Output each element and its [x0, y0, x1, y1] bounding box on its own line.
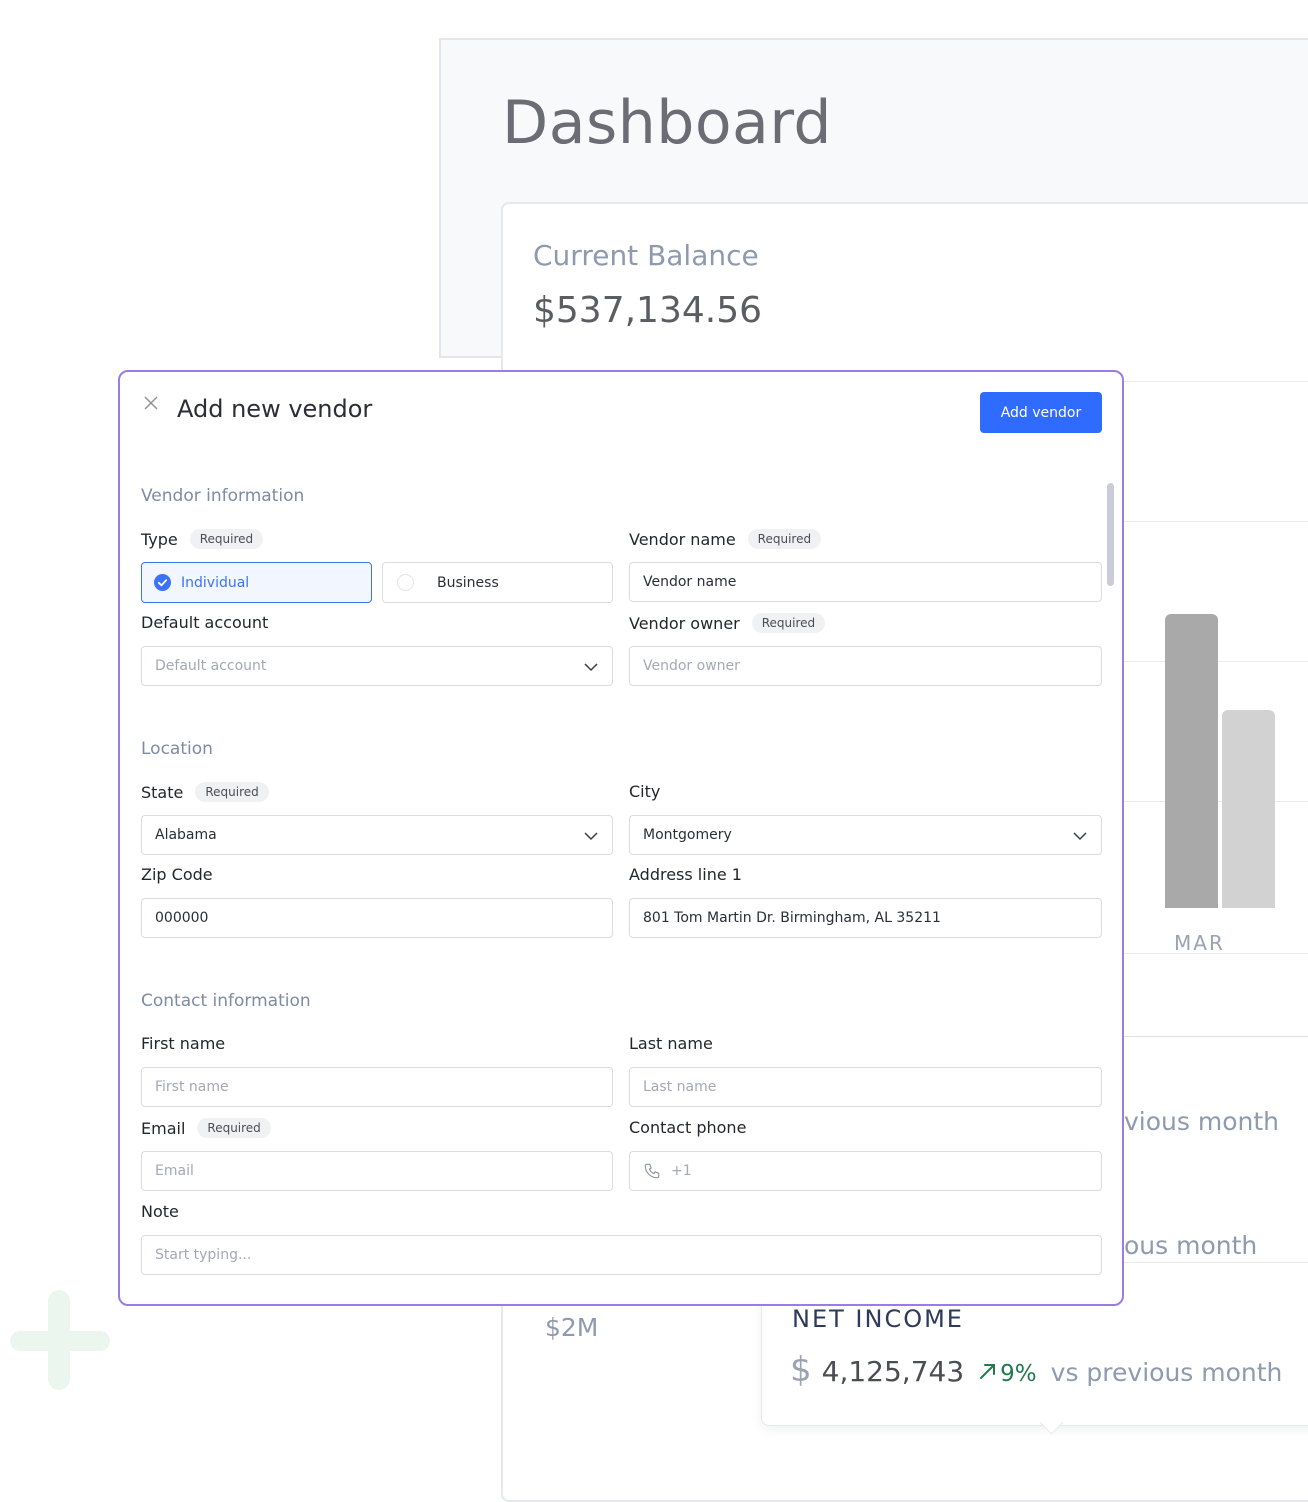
chevron-down-icon [1073, 832, 1087, 841]
city-label: City [629, 782, 660, 801]
vendor-owner-label: Vendor owner Required [629, 613, 826, 633]
last-name-label: Last name [629, 1034, 713, 1053]
vendor-owner-input[interactable]: Vendor owner [629, 646, 1102, 686]
note-placeholder: Start typing... [155, 1247, 252, 1263]
net-income-label: NET INCOME [792, 1305, 964, 1333]
page-title: Dashboard [502, 88, 833, 158]
zip-code-value: 000000 [155, 910, 209, 926]
chart-y-tick: $2M [545, 1313, 599, 1342]
contact-phone-label-text: Contact phone [629, 1118, 747, 1137]
section-title-location: Location [141, 739, 213, 759]
vendor-owner-placeholder: Vendor owner [643, 658, 740, 674]
state-value: Alabama [155, 827, 217, 843]
close-icon[interactable] [144, 396, 158, 410]
zip-code-label: Zip Code [141, 865, 213, 884]
required-badge: Required [189, 529, 264, 549]
phone-icon [644, 1163, 660, 1179]
default-account-label-text: Default account [141, 613, 269, 632]
address-line-1-label-text: Address line 1 [629, 865, 742, 884]
current-balance-value: $537,134.56 [533, 290, 763, 331]
email-placeholder: Email [155, 1163, 194, 1179]
chevron-down-icon [584, 832, 598, 841]
vendor-name-value: Vendor name [643, 574, 737, 590]
city-value: Montgomery [643, 827, 732, 843]
first-name-input[interactable]: First name [141, 1067, 613, 1107]
type-option-label: Individual [181, 574, 250, 591]
type-option-business[interactable]: Business [382, 562, 613, 603]
default-account-placeholder: Default account [155, 658, 267, 674]
modal-title: Add new vendor [177, 395, 373, 423]
default-account-select[interactable]: Default account [141, 646, 613, 686]
vendor-name-input[interactable]: Vendor name [629, 562, 1102, 602]
vendor-name-label: Vendor name Required [629, 529, 822, 549]
email-label-text: Email [141, 1118, 186, 1138]
card-divider [1124, 1036, 1308, 1037]
required-badge: Required [197, 1118, 271, 1138]
chart-bar [1165, 614, 1218, 908]
first-name-placeholder: First name [155, 1079, 229, 1095]
chart-gridline [1124, 521, 1308, 522]
first-name-label-text: First name [141, 1034, 226, 1053]
type-option-label: Business [437, 574, 499, 591]
currency-symbol: $ [790, 1350, 812, 1390]
contact-phone-placeholder: +1 [671, 1163, 692, 1179]
address-line-1-value: 801 Tom Martin Dr. Birmingham, AL 35211 [643, 910, 941, 926]
type-label: Type Required [141, 529, 264, 549]
chart-bar [1222, 710, 1275, 908]
add-vendor-button[interactable]: Add vendor [980, 392, 1102, 433]
last-name-input[interactable]: Last name [629, 1067, 1102, 1107]
comparison-text: ous month [1124, 1231, 1258, 1260]
required-badge: Required [195, 782, 269, 802]
chevron-down-icon [584, 663, 598, 672]
address-line-1-label: Address line 1 [629, 865, 742, 884]
vendor-owner-label-text: Vendor owner [629, 613, 740, 633]
note-textarea[interactable]: Start typing... [141, 1235, 1102, 1275]
state-label-text: State [141, 782, 184, 802]
note-label: Note [141, 1202, 179, 1221]
contact-phone-input[interactable]: +1 [629, 1151, 1102, 1191]
section-title-contact-information: Contact information [141, 991, 311, 1011]
section-title-vendor-information: Vendor information [141, 486, 305, 506]
card-divider [1124, 381, 1308, 382]
radio-icon [397, 574, 414, 591]
net-income-comparison: vs previous month [1050, 1358, 1283, 1387]
state-label: State Required [141, 782, 269, 802]
last-name-label-text: Last name [629, 1034, 713, 1053]
email-field[interactable]: Email [141, 1151, 613, 1191]
required-badge: Required [751, 613, 826, 633]
city-label-text: City [629, 782, 661, 801]
contact-phone-label: Contact phone [629, 1118, 746, 1137]
zip-code-label-text: Zip Code [141, 865, 213, 884]
required-badge: Required [747, 529, 822, 549]
arrow-up-right-icon [980, 1364, 996, 1379]
chart-gridline [1124, 953, 1308, 954]
city-select[interactable]: Montgomery [629, 815, 1102, 855]
vendor-name-label-text: Vendor name [629, 529, 736, 549]
note-label-text: Note [141, 1202, 179, 1221]
state-select[interactable]: Alabama [141, 815, 613, 855]
default-account-label: Default account [141, 613, 268, 632]
net-income-row: $ 4,125,743 9% vs previous month [790, 1350, 1282, 1390]
plus-decoration-icon [10, 1290, 110, 1390]
modal-scrollbar[interactable] [1107, 483, 1114, 586]
address-line-1-input[interactable]: 801 Tom Martin Dr. Birmingham, AL 35211 [629, 898, 1102, 938]
first-name-label: First name [141, 1034, 225, 1053]
check-circle-icon [154, 574, 171, 591]
type-label-text: Type [141, 529, 178, 549]
type-option-individual[interactable]: Individual [141, 562, 372, 603]
zip-code-input[interactable]: 000000 [141, 898, 613, 938]
chart-month-label: MAR [1174, 931, 1225, 955]
comparison-text: vious month [1124, 1107, 1279, 1136]
net-income-change-value: 9% [1000, 1361, 1037, 1387]
last-name-placeholder: Last name [643, 1079, 717, 1095]
current-balance-label: Current Balance [533, 239, 759, 272]
email-label: Email Required [141, 1118, 271, 1138]
net-income-value: 4,125,743 [821, 1355, 965, 1388]
net-income-change: 9% [978, 1361, 1037, 1387]
